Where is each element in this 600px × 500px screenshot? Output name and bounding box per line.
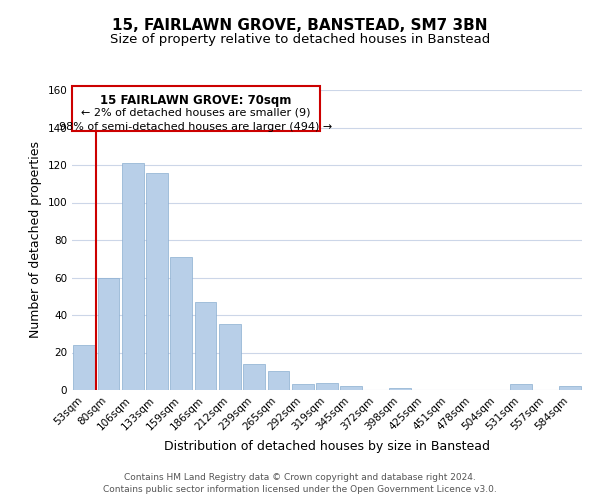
Text: Contains HM Land Registry data © Crown copyright and database right 2024.: Contains HM Land Registry data © Crown c…	[124, 473, 476, 482]
Text: 15, FAIRLAWN GROVE, BANSTEAD, SM7 3BN: 15, FAIRLAWN GROVE, BANSTEAD, SM7 3BN	[112, 18, 488, 32]
Bar	[316, 382, 338, 390]
Bar	[292, 384, 314, 390]
Bar	[170, 257, 192, 390]
Bar	[559, 386, 581, 390]
FancyBboxPatch shape	[73, 86, 320, 131]
Text: Size of property relative to detached houses in Banstead: Size of property relative to detached ho…	[110, 32, 490, 46]
Bar	[340, 386, 362, 390]
Bar	[194, 302, 217, 390]
Y-axis label: Number of detached properties: Number of detached properties	[29, 142, 42, 338]
Text: 98% of semi-detached houses are larger (494) →: 98% of semi-detached houses are larger (…	[59, 122, 333, 132]
Bar	[389, 388, 411, 390]
Bar	[243, 364, 265, 390]
X-axis label: Distribution of detached houses by size in Banstead: Distribution of detached houses by size …	[164, 440, 490, 453]
Text: Contains public sector information licensed under the Open Government Licence v3: Contains public sector information licen…	[103, 484, 497, 494]
Bar	[268, 371, 289, 390]
Text: 15 FAIRLAWN GROVE: 70sqm: 15 FAIRLAWN GROVE: 70sqm	[100, 94, 292, 107]
Bar	[122, 163, 143, 390]
Bar	[97, 278, 119, 390]
Text: ← 2% of detached houses are smaller (9): ← 2% of detached houses are smaller (9)	[82, 108, 311, 118]
Bar	[146, 172, 168, 390]
Bar	[511, 384, 532, 390]
Bar	[219, 324, 241, 390]
Bar	[73, 345, 95, 390]
